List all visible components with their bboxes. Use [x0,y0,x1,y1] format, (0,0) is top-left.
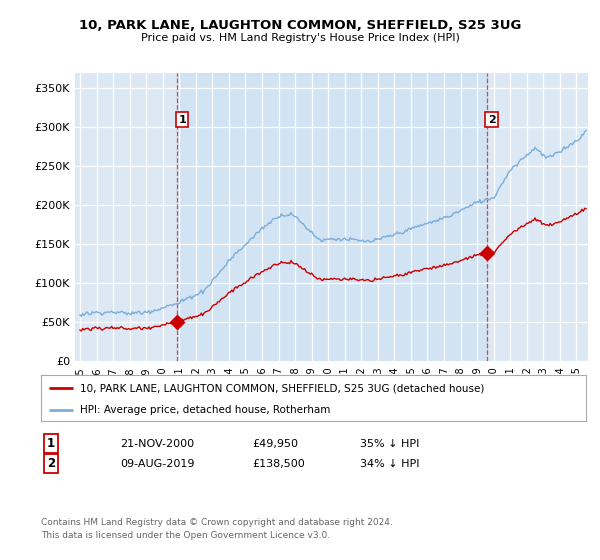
Text: Contains HM Land Registry data © Crown copyright and database right 2024.
This d: Contains HM Land Registry data © Crown c… [41,518,392,540]
Text: 10, PARK LANE, LAUGHTON COMMON, SHEFFIELD, S25 3UG (detached house): 10, PARK LANE, LAUGHTON COMMON, SHEFFIEL… [80,383,484,393]
Text: 2: 2 [488,115,496,124]
Text: £49,950: £49,950 [252,438,298,449]
Text: 1: 1 [47,437,55,450]
Text: 2: 2 [47,457,55,470]
Text: 10, PARK LANE, LAUGHTON COMMON, SHEFFIELD, S25 3UG: 10, PARK LANE, LAUGHTON COMMON, SHEFFIEL… [79,18,521,32]
Text: £138,500: £138,500 [252,459,305,469]
Bar [177,73,487,361]
Text: Price paid vs. HM Land Registry's House Price Index (HPI): Price paid vs. HM Land Registry's House … [140,33,460,43]
Text: 34% ↓ HPI: 34% ↓ HPI [360,459,419,469]
Text: 09-AUG-2019: 09-AUG-2019 [120,459,194,469]
Text: 1: 1 [178,115,186,124]
Text: HPI: Average price, detached house, Rotherham: HPI: Average price, detached house, Roth… [80,405,331,414]
Text: 21-NOV-2000: 21-NOV-2000 [120,438,194,449]
Text: 35% ↓ HPI: 35% ↓ HPI [360,438,419,449]
